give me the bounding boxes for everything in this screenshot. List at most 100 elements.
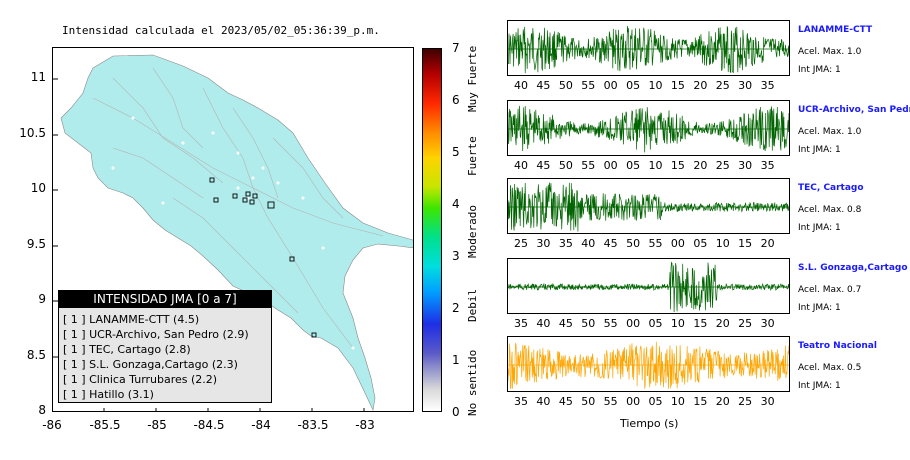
station-name: TEC, Cartago <box>798 183 864 193</box>
intensity-colorbar <box>422 48 442 412</box>
map-y-tick: 10 <box>30 181 46 195</box>
map-x-tick: -85 <box>147 418 167 432</box>
map-tick-marks <box>53 78 365 411</box>
time-tick: 30 <box>536 237 551 250</box>
waveform-panel[interactable] <box>507 336 790 392</box>
colorbar-label: Moderado <box>466 205 479 258</box>
time-tick: 15 <box>738 237 753 250</box>
colorbar-label: No sentido <box>466 349 479 416</box>
time-ticks: 25 30 35 40 45 50 55 00 05 10 15 20 <box>507 237 790 251</box>
time-tick: 30 <box>738 159 753 172</box>
time-tick: 35 <box>760 159 775 172</box>
map-y-tick: 10.5 <box>19 126 46 140</box>
time-tick: 20 <box>693 79 708 92</box>
time-tick: 10 <box>670 395 685 408</box>
land-mass <box>60 54 413 411</box>
time-tick: 20 <box>693 159 708 172</box>
time-tick: 40 <box>581 237 596 250</box>
map-y-tick: 11 <box>30 70 46 84</box>
time-tick: 55 <box>581 159 596 172</box>
time-tick: 00 <box>603 79 618 92</box>
colorbar-tick: 4 <box>452 197 460 211</box>
map-x-tick: -85.5 <box>89 418 121 432</box>
station-accel: Acel. Max. 0.8 <box>798 205 862 215</box>
time-tick: 55 <box>581 79 596 92</box>
legend-row: [ 1 ] TEC, Cartago (2.8) <box>63 343 191 356</box>
time-axis-label: Tiempo (s) <box>620 417 679 430</box>
time-tick: 25 <box>715 79 730 92</box>
time-tick: 10 <box>670 317 685 330</box>
time-tick: 50 <box>558 79 573 92</box>
map-x-tick: -86 <box>42 418 62 432</box>
time-tick: 10 <box>715 237 730 250</box>
station-name: UCR-Archivo, San Pedro <box>798 105 910 115</box>
time-tick: 25 <box>514 237 528 250</box>
time-ticks: 35 40 45 50 55 00 05 10 15 20 25 30 <box>507 395 790 409</box>
map-x-tick: -84.5 <box>193 418 225 432</box>
station-accel: Acel. Max. 0.7 <box>798 285 862 295</box>
station-jma: Int JMA: 1 <box>798 145 841 155</box>
colorbar-tick: 2 <box>452 301 460 315</box>
station-accel: Acel. Max. 0.5 <box>798 363 862 373</box>
time-tick: 40 <box>514 79 528 92</box>
time-tick: 05 <box>626 159 641 172</box>
map-x-tick: -83 <box>355 418 375 432</box>
time-tick: 25 <box>715 159 730 172</box>
station-name: Teatro Nacional <box>798 341 877 351</box>
colorbar-tick: 0 <box>452 405 460 419</box>
waveform-panel[interactable] <box>507 178 790 234</box>
legend-row: [ 1 ] Clinica Turrubares (2.2) <box>63 373 218 386</box>
legend-title: INTENSIDAD JMA [0 a 7] <box>59 291 271 308</box>
station-jma: Int JMA: 1 <box>798 303 841 313</box>
time-tick: 05 <box>648 395 663 408</box>
colorbar-tick: 7 <box>452 41 460 55</box>
time-tick: 35 <box>514 317 528 330</box>
map-title: Intensidad calculada el 2023/05/02_05:36… <box>62 24 380 37</box>
colorbar-tick: 5 <box>452 145 460 159</box>
time-tick: 00 <box>603 159 618 172</box>
time-tick: 15 <box>670 159 685 172</box>
time-tick: 50 <box>626 237 641 250</box>
time-tick: 40 <box>536 317 551 330</box>
time-tick: 45 <box>603 237 618 250</box>
map-x-tick: -83.5 <box>297 418 329 432</box>
time-tick: 55 <box>648 237 663 250</box>
time-tick: 20 <box>715 317 730 330</box>
time-tick: 25 <box>738 395 753 408</box>
legend-row: [ 1 ] UCR-Archivo, San Pedro (2.9) <box>63 328 249 341</box>
waveform-panel[interactable] <box>507 20 790 76</box>
time-tick: 30 <box>760 395 775 408</box>
time-tick: 10 <box>648 159 663 172</box>
costa-rica-map <box>53 54 413 411</box>
time-tick: 15 <box>670 79 685 92</box>
legend-row: [ 1 ] S.L. Gonzaga,Cartago (2.3) <box>63 358 238 371</box>
time-tick: 15 <box>693 395 708 408</box>
waveform-panel[interactable] <box>507 258 790 314</box>
time-tick: 40 <box>536 395 551 408</box>
time-ticks: 35 40 45 50 55 00 05 10 15 20 25 30 <box>507 317 790 331</box>
legend-row: [ 1 ] LANAMME-CTT (4.5) <box>63 313 200 326</box>
map-y-tick: 9 <box>38 292 46 306</box>
intensity-legend: INTENSIDAD JMA [0 a 7] [ 1 ] LANAMME-CTT… <box>58 290 272 403</box>
time-tick: 35 <box>760 79 775 92</box>
time-tick: 35 <box>514 395 528 408</box>
time-tick: 45 <box>536 159 551 172</box>
time-tick: 05 <box>693 237 708 250</box>
time-tick: 30 <box>760 317 775 330</box>
map-x-tick: -84 <box>251 418 271 432</box>
time-tick: 00 <box>626 395 641 408</box>
colorbar-tick: 3 <box>452 249 460 263</box>
time-tick: 50 <box>558 159 573 172</box>
waveform-panel[interactable] <box>507 100 790 156</box>
time-tick: 20 <box>715 395 730 408</box>
map-y-tick: 8 <box>38 403 46 417</box>
time-tick: 30 <box>738 79 753 92</box>
time-tick: 15 <box>693 317 708 330</box>
time-tick: 50 <box>581 395 596 408</box>
station-name: LANAMME-CTT <box>798 25 873 35</box>
time-tick: 10 <box>648 79 663 92</box>
colorbar-tick: 6 <box>452 93 460 107</box>
colorbar-label: Fuerte <box>466 136 479 176</box>
colorbar-tick: 1 <box>452 353 460 367</box>
map-y-tick: 8.5 <box>26 348 46 362</box>
